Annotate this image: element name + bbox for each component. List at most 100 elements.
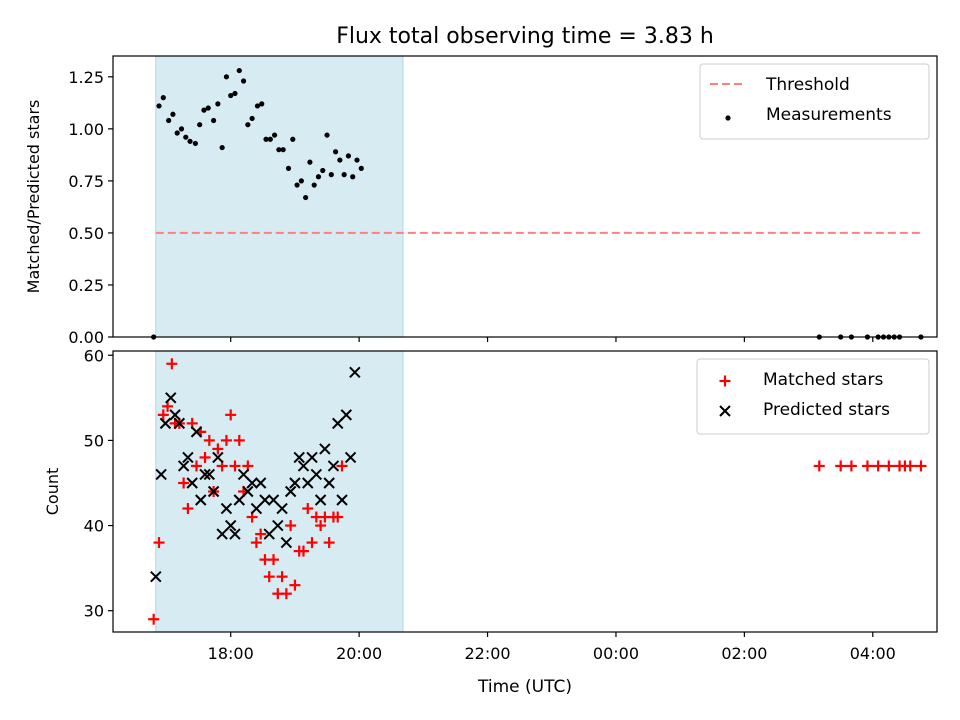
data-point xyxy=(319,443,331,455)
data-point xyxy=(813,460,825,472)
observing-window xyxy=(155,55,404,338)
x-tick-label: 20:00 xyxy=(336,644,382,663)
data-point xyxy=(314,494,327,506)
data-point xyxy=(245,122,251,128)
data-point xyxy=(336,494,348,506)
data-point xyxy=(229,528,241,540)
data-point xyxy=(358,165,364,171)
observing-window xyxy=(155,350,404,633)
data-point xyxy=(280,588,292,600)
data-point xyxy=(183,134,189,140)
data-point xyxy=(276,502,288,515)
data-point xyxy=(162,400,174,412)
data-point xyxy=(199,451,211,463)
data-point xyxy=(178,126,185,132)
data-point xyxy=(166,117,172,124)
data-point xyxy=(233,434,245,446)
data-point xyxy=(201,107,207,113)
data-point xyxy=(178,477,190,489)
data-point xyxy=(297,460,310,472)
y-tick-label: 60 xyxy=(84,346,104,365)
data-point xyxy=(290,136,296,142)
data-point xyxy=(215,101,221,107)
data-point xyxy=(220,502,233,515)
legend-x-swatch xyxy=(719,405,731,417)
data-point xyxy=(259,101,265,107)
y-tick-label: 0.00 xyxy=(68,328,104,347)
data-point xyxy=(182,503,194,515)
data-point xyxy=(229,460,241,472)
legend-label: Threshold xyxy=(765,75,850,95)
legend-label: Matched stars xyxy=(763,370,883,390)
data-point xyxy=(237,468,250,481)
series-matched-stars xyxy=(148,358,927,625)
data-point xyxy=(228,92,234,99)
x-tick-label: 02:00 xyxy=(721,644,767,663)
data-point xyxy=(280,536,293,549)
data-point xyxy=(306,537,318,549)
data-point xyxy=(255,528,267,540)
data-point xyxy=(845,460,857,472)
data-point xyxy=(259,494,271,506)
y-tick-label: 0.75 xyxy=(68,172,104,191)
data-point xyxy=(160,95,166,101)
data-point xyxy=(289,477,301,489)
data-point xyxy=(904,460,916,472)
data-point xyxy=(344,451,357,464)
data-point xyxy=(216,528,228,540)
data-point xyxy=(236,67,242,74)
data-point xyxy=(306,451,318,464)
data-point xyxy=(219,144,225,151)
data-point xyxy=(220,434,232,446)
data-point xyxy=(883,460,895,472)
data-point xyxy=(284,485,297,498)
data-point xyxy=(250,537,262,549)
data-point xyxy=(310,468,323,481)
data-point xyxy=(271,132,278,138)
x-tick-label: 22:00 xyxy=(464,644,510,663)
y-tick-label: 0.50 xyxy=(68,224,104,243)
data-point xyxy=(157,409,169,421)
data-point xyxy=(345,153,352,159)
data-point xyxy=(332,511,344,523)
legend-frame xyxy=(699,63,930,140)
data-point xyxy=(285,520,297,532)
data-point xyxy=(166,358,178,370)
data-point xyxy=(303,194,309,201)
data-point xyxy=(254,477,267,489)
data-point xyxy=(203,434,215,446)
data-point xyxy=(233,494,245,506)
y-tick-label: 1.25 xyxy=(68,68,104,87)
legend: Threshold Measurements xyxy=(699,63,930,140)
y-tick-label: 50 xyxy=(84,431,104,450)
data-point xyxy=(835,460,847,472)
data-point xyxy=(203,468,216,481)
data-point xyxy=(153,537,165,549)
data-point xyxy=(276,147,282,153)
data-point xyxy=(155,468,167,481)
data-point xyxy=(340,409,352,421)
data-point xyxy=(336,460,348,472)
data-point xyxy=(323,537,335,549)
data-point xyxy=(263,136,269,142)
data-point xyxy=(199,468,211,481)
data-point xyxy=(302,503,314,515)
data-point xyxy=(177,460,190,472)
x-tick-label: 00:00 xyxy=(593,644,639,663)
data-point xyxy=(320,167,326,174)
data-point xyxy=(174,130,180,136)
data-point xyxy=(197,122,203,128)
data-point xyxy=(915,460,927,472)
data-point xyxy=(311,182,317,188)
data-point xyxy=(872,460,884,472)
data-point xyxy=(148,613,160,625)
data-point xyxy=(294,182,300,188)
data-point xyxy=(159,417,172,430)
x-tick-label: 18:00 xyxy=(208,644,254,663)
data-point xyxy=(268,554,280,566)
x-axis-label: Time (UTC) xyxy=(477,677,572,697)
data-point xyxy=(173,417,186,430)
data-point xyxy=(302,477,314,489)
data-point xyxy=(190,426,203,438)
